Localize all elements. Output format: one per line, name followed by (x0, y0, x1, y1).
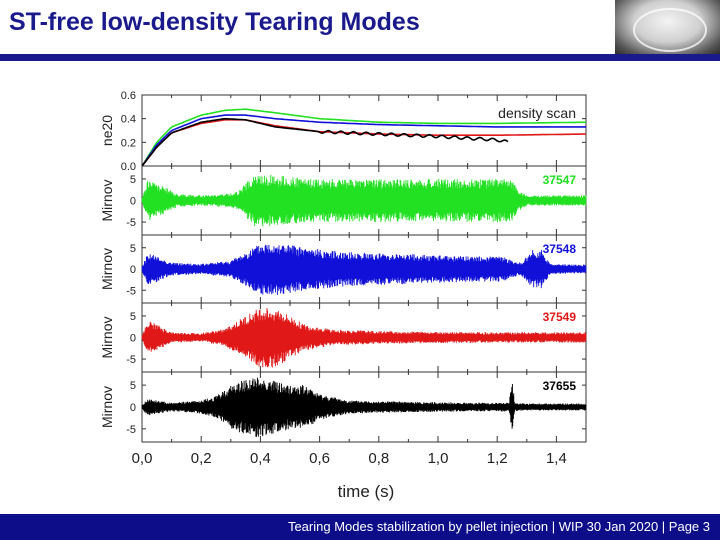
mirnov-signal-1 (141, 174, 587, 227)
density-series-1 (141, 108, 586, 167)
y-axis-label: ne20 (99, 115, 115, 146)
y-tick-label: -5 (126, 354, 136, 366)
panel-3: 5 0 -5 Mirnov 37548 (99, 234, 587, 304)
x-tick-label: 0,2 (191, 450, 212, 467)
y-tick-label: -5 (126, 285, 136, 297)
y-axis-label: Mirnov (99, 316, 115, 358)
y-tick-label: 0.6 (121, 90, 136, 102)
logo-ring (633, 8, 707, 52)
y-tick-label: 0.0 (121, 161, 136, 173)
y-tick-label: 5 (130, 380, 136, 392)
x-tick-label: 1,4 (546, 450, 567, 467)
y-tick-label: -5 (126, 424, 136, 436)
y-tick-label: 0 (130, 196, 136, 208)
panel-2: 5 0 -5 Mirnov 37547 (99, 165, 587, 236)
footer-bar: Tearing Modes stabilization by pellet in… (0, 514, 720, 540)
footer-text: Tearing Modes stabilization by pellet in… (287, 519, 710, 534)
mirnov-signal-2 (141, 244, 587, 295)
y-tick-label: 0 (130, 402, 136, 414)
y-axis-label: Mirnov (99, 179, 115, 221)
y-axis-label: Mirnov (99, 248, 115, 290)
panel-1: 0.6 0.4 0.2 0.0 ne20 density scan (99, 90, 587, 173)
slide-title: ST-free low-density Tearing Modes (9, 8, 420, 36)
x-tick-label: 0,8 (368, 450, 389, 467)
shot-number-label: 37655 (543, 379, 577, 393)
density-scan-label: density scan (498, 105, 576, 121)
x-tick-label: 0,6 (309, 450, 330, 467)
y-tick-label: 0 (130, 333, 136, 345)
mirnov-signal-3 (141, 307, 587, 368)
panel-5: 5 0 -5 Mirnov 37655 (99, 371, 587, 443)
y-tick-label: 5 (130, 243, 136, 255)
y-axis-label: Mirnov (99, 386, 115, 428)
logo-image (615, 0, 720, 54)
x-tick-label: 0,0 (132, 450, 153, 467)
y-tick-label: -5 (126, 217, 136, 229)
shot-number-label: 37549 (543, 310, 577, 324)
y-tick-label: 5 (130, 174, 136, 186)
shot-number-label: 37548 (543, 242, 577, 256)
x-tick-label: 1,2 (487, 450, 508, 467)
x-tick-label: 0,4 (250, 450, 271, 467)
density-series-4 (141, 117, 509, 167)
x-tick-label: 1,0 (428, 450, 449, 467)
y-tick-label: 5 (130, 311, 136, 323)
density-series-2 (141, 114, 586, 167)
shot-number-label: 37547 (543, 173, 577, 187)
mirnov-signal-4 (141, 377, 587, 437)
title-rule (0, 54, 720, 61)
y-tick-label: 0.2 (121, 137, 136, 149)
y-tick-label: 0 (130, 264, 136, 276)
panel-4: 5 0 -5 Mirnov 37549 (99, 302, 587, 373)
x-axis-label: time (s) (338, 482, 395, 501)
y-tick-label: 0.4 (121, 114, 136, 126)
